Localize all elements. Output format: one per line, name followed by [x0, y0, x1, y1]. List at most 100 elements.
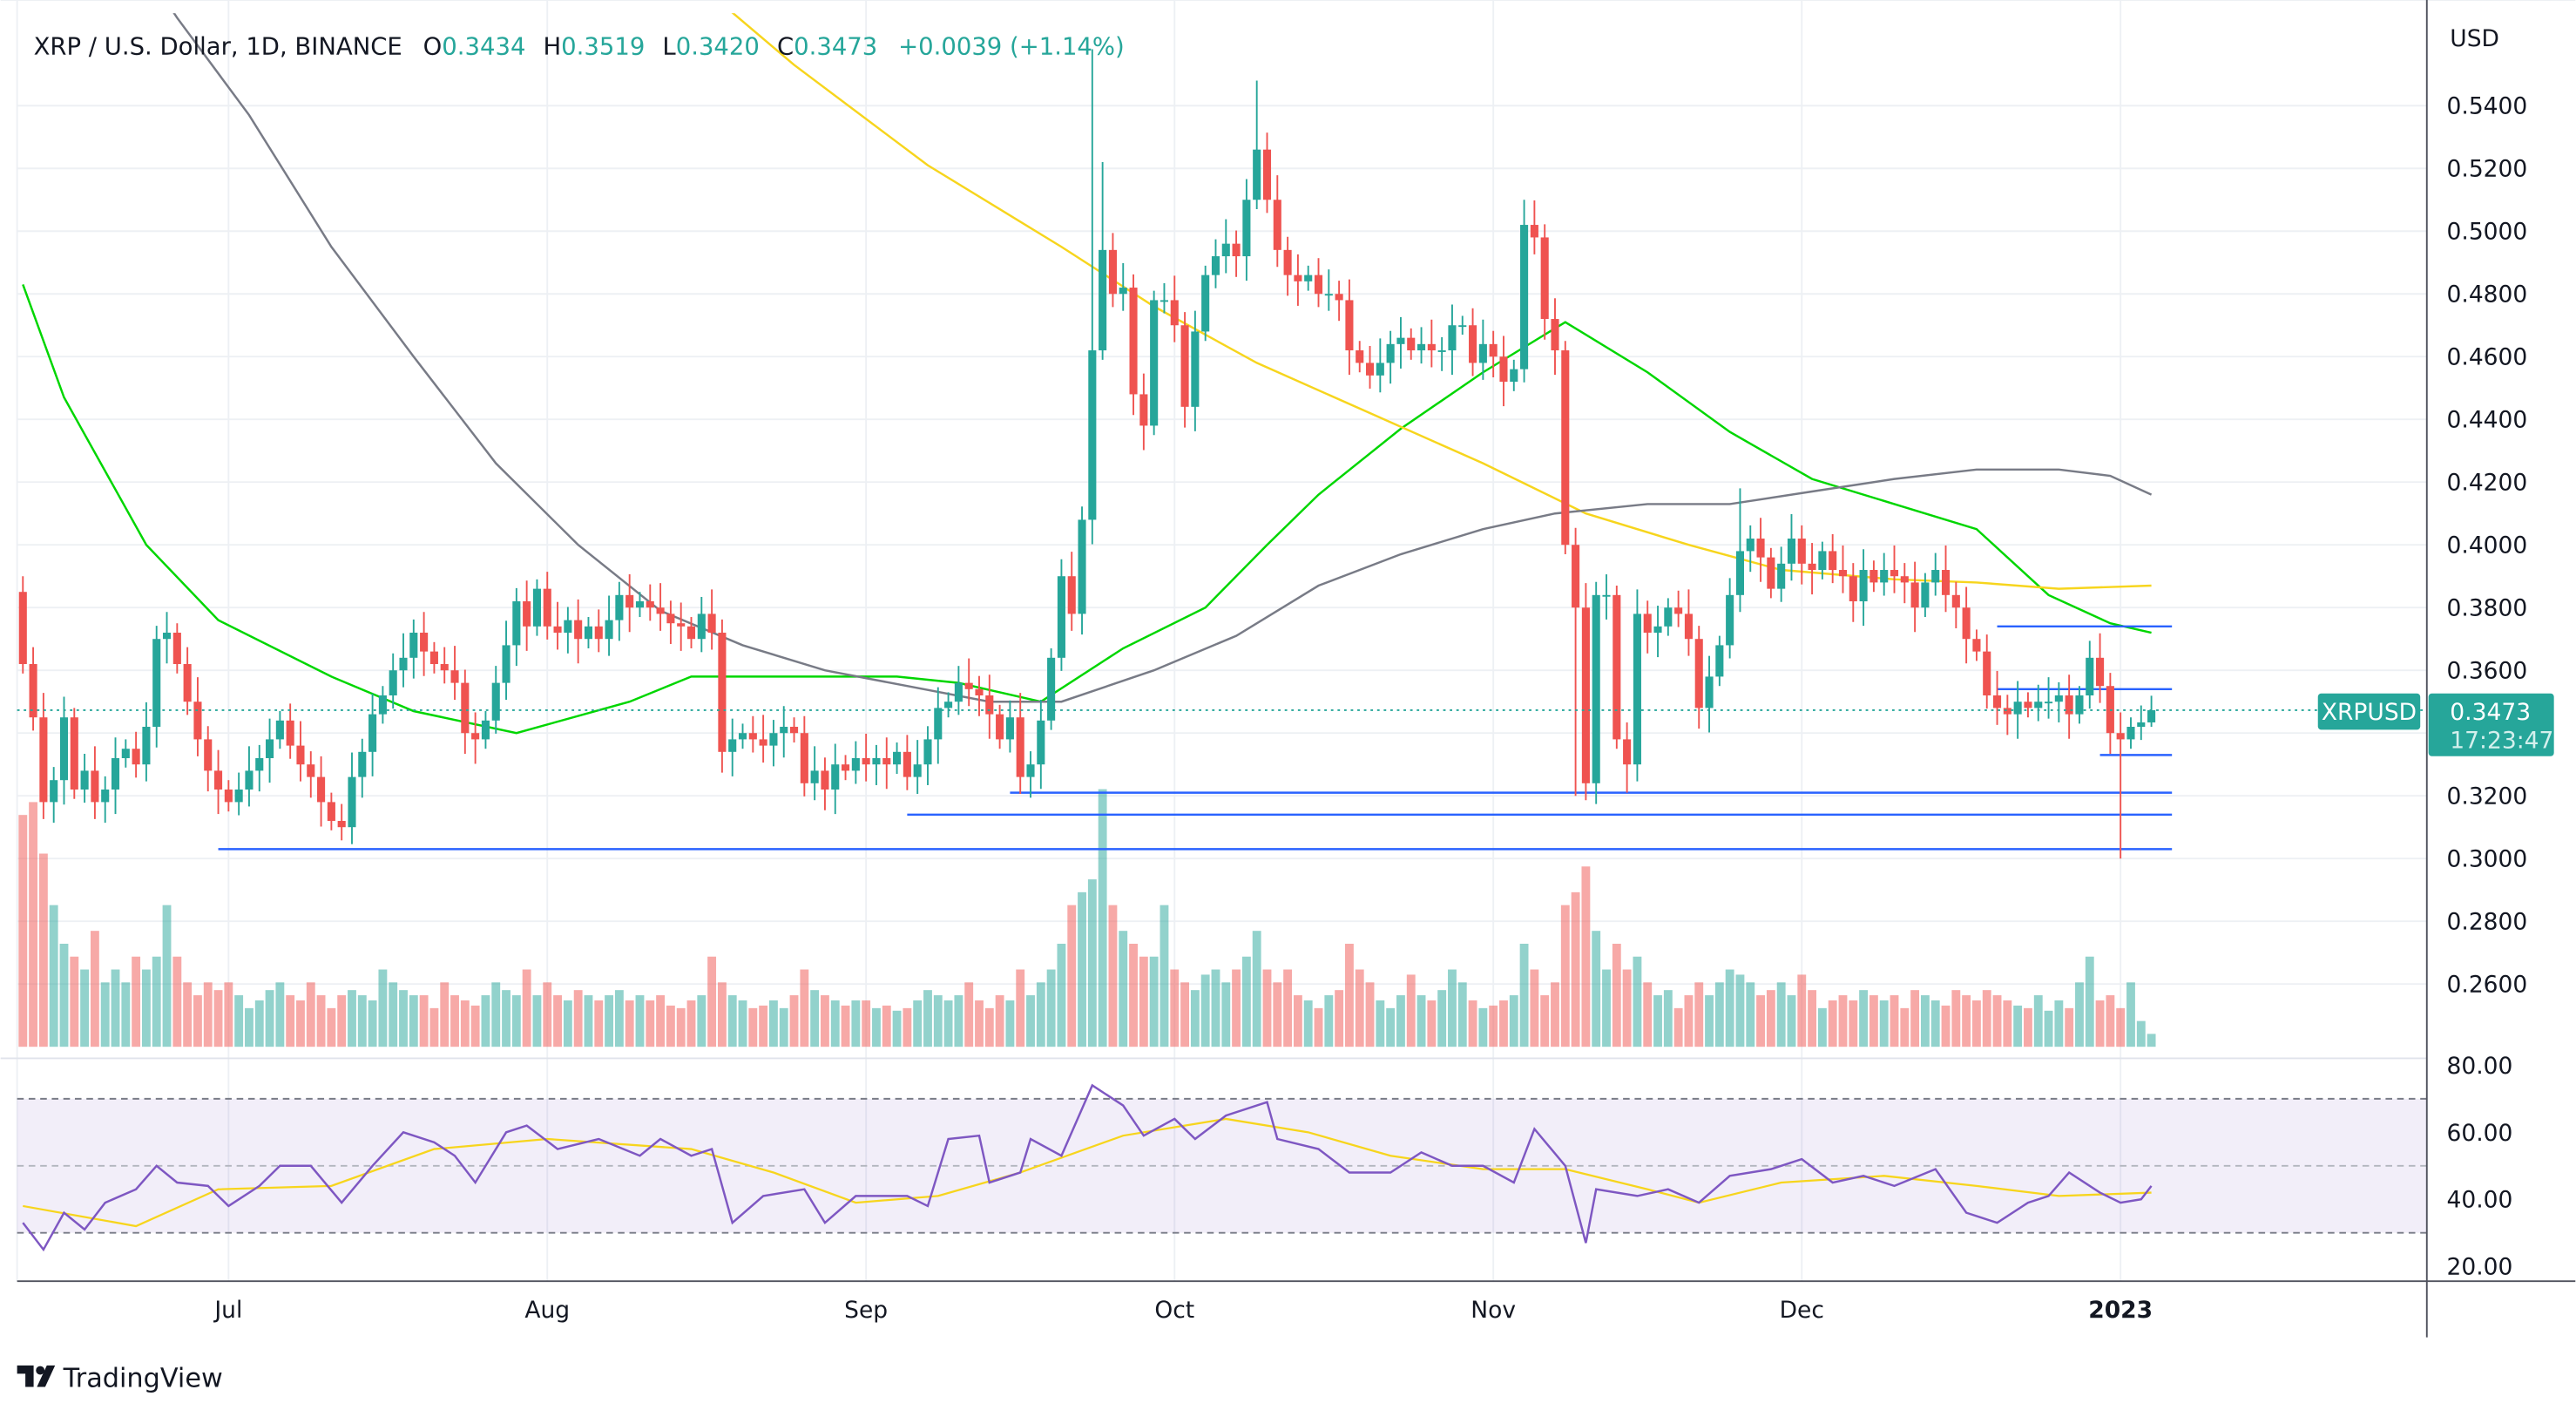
- candle-body: [337, 821, 346, 828]
- volume-bar: [1705, 995, 1714, 1047]
- candle-body: [1180, 325, 1189, 407]
- horizontal-levels[interactable]: [218, 625, 2173, 851]
- candle: [245, 746, 254, 807]
- candle: [635, 592, 645, 618]
- volume-bar: [1478, 1007, 1488, 1047]
- volume-bar: [245, 1007, 254, 1047]
- volume-bar: [1756, 995, 1765, 1047]
- candle: [1992, 670, 2002, 725]
- candle: [543, 572, 551, 640]
- candle: [944, 692, 953, 718]
- candle: [1304, 265, 1313, 291]
- candle-body: [1469, 325, 1477, 363]
- candle-body: [821, 770, 829, 790]
- time-axis[interactable]: Jul Aug Sep Oct Nov Dec 2023: [213, 1297, 2153, 1324]
- volume-bar: [984, 1007, 994, 1047]
- candle-body: [1674, 607, 1683, 614]
- candle-body: [1643, 613, 1652, 634]
- candle-body: [1437, 350, 1446, 352]
- rsi-pane[interactable]: [17, 1083, 2427, 1252]
- candle-body: [831, 764, 840, 790]
- candle: [1941, 545, 1951, 613]
- tradingview-logo[interactable]: TradingView: [17, 1363, 223, 1393]
- candle-body: [101, 790, 110, 803]
- price-axis[interactable]: 0.5400 0.5200 0.5000 0.4800 0.4600 0.4400 0.42…: [2447, 93, 2528, 999]
- candle-body: [1510, 369, 1518, 383]
- volume-bar: [316, 995, 326, 1047]
- candle: [162, 612, 172, 664]
- candle-body: [1129, 288, 1138, 395]
- volume-bar: [1344, 943, 1354, 1047]
- volume-bar: [357, 995, 367, 1047]
- volume-bar: [738, 1000, 747, 1047]
- volume-bar: [2116, 1007, 2126, 1047]
- candle: [1756, 518, 1765, 582]
- volume-bar: [1622, 969, 1632, 1047]
- volume-bar: [1108, 905, 1118, 1047]
- candle-body: [2054, 695, 2063, 702]
- candle: [348, 752, 356, 844]
- candle-body: [625, 594, 634, 608]
- candle-body: [2075, 695, 2084, 715]
- candle: [1160, 283, 1169, 314]
- candle: [1499, 336, 1508, 407]
- symbol-title[interactable]: XRP / U.S. Dollar, 1D, BINANCE: [34, 34, 402, 61]
- candle: [1232, 230, 1241, 277]
- volume-bar: [1303, 1000, 1313, 1047]
- volume-bar: [1766, 990, 1775, 1047]
- candle: [1623, 722, 1632, 793]
- candle: [1643, 600, 1652, 654]
- candle-body: [728, 739, 737, 752]
- candle-body: [1705, 676, 1714, 708]
- volume-bar: [1241, 956, 1251, 1047]
- candle: [913, 740, 922, 795]
- rsi-axis[interactable]: 80.00 60.00 40.00 20.00: [2447, 1053, 2513, 1281]
- volume-bar: [821, 995, 829, 1047]
- volume-bar: [2136, 1020, 2146, 1047]
- candle-body: [1119, 288, 1127, 295]
- candle: [821, 757, 829, 810]
- volume-bar: [1448, 969, 1457, 1047]
- volume-bar: [265, 990, 274, 1047]
- candle-body: [121, 749, 130, 759]
- candle-body: [605, 620, 613, 640]
- volume-bar: [995, 995, 1004, 1047]
- candle-body: [399, 657, 408, 671]
- time-tick-label: Aug: [524, 1297, 570, 1324]
- candle: [80, 753, 89, 803]
- candle-body: [1777, 563, 1786, 589]
- volume-bar: [132, 956, 141, 1047]
- candle-body: [553, 626, 562, 634]
- candle: [2137, 705, 2146, 741]
- candle-body: [1427, 343, 1436, 351]
- volume-bar: [162, 905, 172, 1047]
- candle-body: [471, 733, 480, 740]
- volume-bar: [337, 995, 347, 1047]
- volume-bar: [1890, 995, 1899, 1047]
- time-tick-label: Dec: [1780, 1297, 1824, 1324]
- volume-bar: [862, 1000, 871, 1047]
- candle-body: [851, 758, 860, 771]
- candle: [1262, 132, 1272, 214]
- volume-bar: [522, 969, 531, 1047]
- volume-bar: [1087, 879, 1097, 1047]
- volume-bar: [172, 956, 182, 1047]
- volume-bar: [1016, 969, 1025, 1047]
- candle-body: [2013, 702, 2022, 715]
- candle-body: [1458, 325, 1467, 328]
- candle-body: [368, 714, 377, 752]
- candle-body: [564, 620, 572, 634]
- price-tick-label: 0.4600: [2447, 344, 2528, 371]
- candle: [317, 756, 326, 827]
- volume-bar: [1365, 982, 1375, 1047]
- candle: [1561, 341, 1570, 555]
- candle-body: [594, 626, 603, 640]
- candle-body: [1232, 243, 1241, 257]
- candle: [2147, 695, 2156, 728]
- volume-bar: [614, 990, 624, 1047]
- volume-bar: [18, 815, 28, 1047]
- candle: [656, 583, 665, 631]
- candle-body: [1838, 570, 1848, 577]
